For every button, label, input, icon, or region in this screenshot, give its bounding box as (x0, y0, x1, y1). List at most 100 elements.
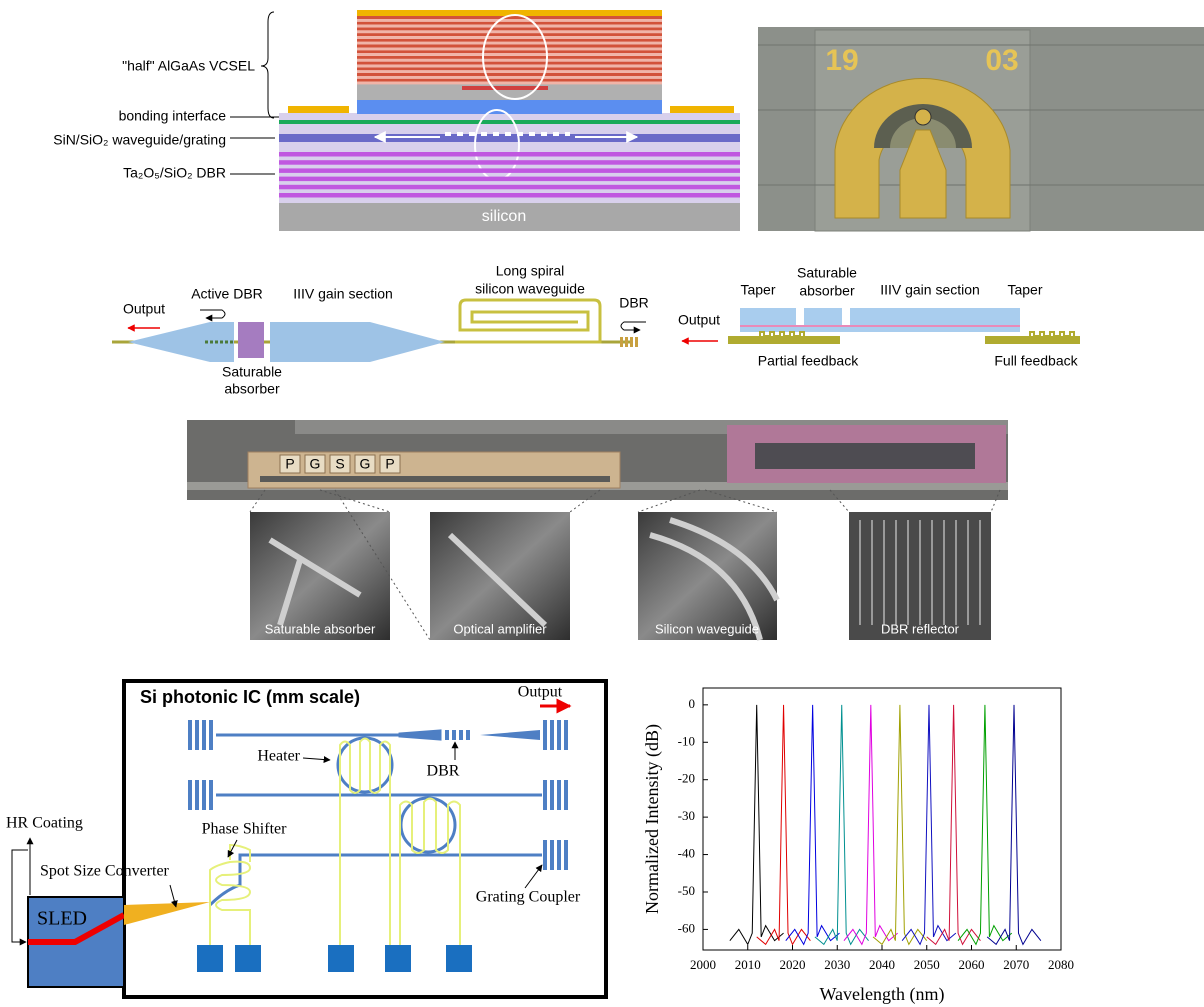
pad-label: G (360, 456, 371, 472)
x-tick-label: 2020 (780, 957, 806, 972)
dbr-stripe (357, 36, 662, 39)
label: Grating Coupler (476, 889, 581, 906)
photonic-ic: Si photonic IC (mm scale) Output Heater … (6, 681, 606, 997)
x-tick-label: 2040 (869, 957, 895, 972)
spectrum-line (927, 705, 981, 945)
pad (670, 106, 734, 113)
sem-caption: Optical amplifier (453, 621, 547, 636)
dbr-stripe (279, 185, 740, 190)
dbr-stripe (279, 193, 740, 198)
die-number: 19 (825, 44, 858, 77)
dbr-stripe (279, 160, 740, 165)
label: Partial feedback (758, 353, 859, 369)
ic-title: Si photonic IC (mm scale) (140, 687, 360, 707)
label: Output (123, 301, 165, 317)
dbr-stripe (357, 79, 662, 82)
spectrum-line (873, 705, 927, 945)
laser-schematic: Output Active DBR IIIV gain section Long… (112, 263, 1080, 397)
label: DBR (619, 295, 649, 311)
waveguide (260, 476, 610, 482)
x-tick-label: 2080 (1048, 957, 1074, 972)
label: Taper (1007, 282, 1042, 298)
dbr-stripe (279, 152, 740, 157)
x-tick-label: 2060 (959, 957, 985, 972)
vcsel-diagram: silicon "half" AlGaAs VCSEL bonding inte… (53, 10, 740, 231)
dbr-stripe (357, 50, 662, 53)
label: bonding interface (119, 108, 227, 124)
label: Taper (740, 282, 775, 298)
label: HR Coating (6, 815, 83, 832)
dbr-stripe (357, 53, 662, 56)
die-photo: 19 03 (758, 27, 1204, 231)
label: Output (518, 684, 563, 701)
partial-feedback (728, 336, 840, 344)
spectrum-line (958, 705, 1012, 945)
dbr-stripe (357, 45, 662, 48)
label: SiN/SiO₂ waveguide/grating (53, 132, 226, 148)
contact-layer (357, 100, 662, 114)
dbr-stripe (357, 76, 662, 79)
x-tick-label: 2050 (914, 957, 940, 972)
dbr-stripe (357, 82, 662, 85)
dbr-stripe (357, 56, 662, 59)
y-tick-label: -20 (678, 771, 695, 786)
dbr-stripe (357, 65, 662, 68)
bracket (261, 12, 274, 118)
saturable-absorber (238, 322, 264, 358)
sem-caption: DBR reflector (881, 621, 960, 636)
gap (842, 306, 850, 326)
label: Saturable (797, 265, 857, 281)
label: IIIV gain section (293, 286, 393, 302)
gap (796, 306, 804, 326)
figure: silicon "half" AlGaAs VCSEL bonding inte… (0, 0, 1204, 1007)
dbr-stripe (357, 19, 662, 22)
bonding-layer (279, 120, 740, 124)
label: Phase Shifter (202, 821, 288, 838)
x-axis-label: Wavelength (nm) (819, 984, 944, 1005)
dbr-stripe (357, 67, 662, 70)
pad-label: S (335, 456, 344, 472)
label: Full feedback (994, 353, 1078, 369)
spectrum-line (902, 705, 956, 945)
gain-section (740, 308, 1020, 332)
chip-micrograph: PGSGP Saturable absorberOptical amplifie… (187, 420, 1008, 640)
x-tick-label: 2030 (824, 957, 850, 972)
label: SLED (37, 908, 87, 930)
label: Ta₂O₅/SiO₂ DBR (123, 165, 226, 181)
feedback-arrow (200, 310, 225, 318)
y-tick-label: 0 (689, 696, 696, 711)
dbr-stripe (357, 48, 662, 51)
pad-label: G (310, 456, 321, 472)
dbr-stripe (357, 25, 662, 28)
label: absorber (224, 381, 280, 397)
full-feedback (985, 336, 1080, 344)
spectrum-line (786, 705, 840, 945)
label: absorber (799, 283, 855, 299)
label: Heater (257, 748, 300, 765)
dbr-stripe (357, 27, 662, 30)
aperture (915, 109, 931, 125)
spectrum-line (844, 705, 898, 945)
dbr-stripe (357, 42, 662, 45)
label: Long spiral (496, 263, 565, 279)
gain-section (270, 322, 445, 362)
dbr-stripe (357, 33, 662, 36)
y-axis-label: Normalized Intensity (dB) (642, 724, 663, 914)
label: Spot Size Converter (40, 863, 170, 880)
sem-caption: Saturable absorber (265, 621, 376, 636)
dbr-stripe (357, 30, 662, 33)
y-tick-label: -50 (678, 883, 695, 898)
label: DBR (427, 763, 460, 780)
dbr-stripe (279, 177, 740, 182)
pad (288, 106, 349, 113)
label: Saturable (222, 364, 282, 380)
pad-label: P (385, 456, 394, 472)
label: IIIV gain section (880, 282, 980, 298)
dbr-stripe (357, 22, 662, 25)
label: Output (678, 312, 720, 328)
spectrum-line (815, 705, 869, 945)
label: "half" AlGaAs VCSEL (122, 58, 255, 74)
label: silicon waveguide (475, 281, 585, 297)
y-tick-label: -40 (678, 846, 695, 861)
